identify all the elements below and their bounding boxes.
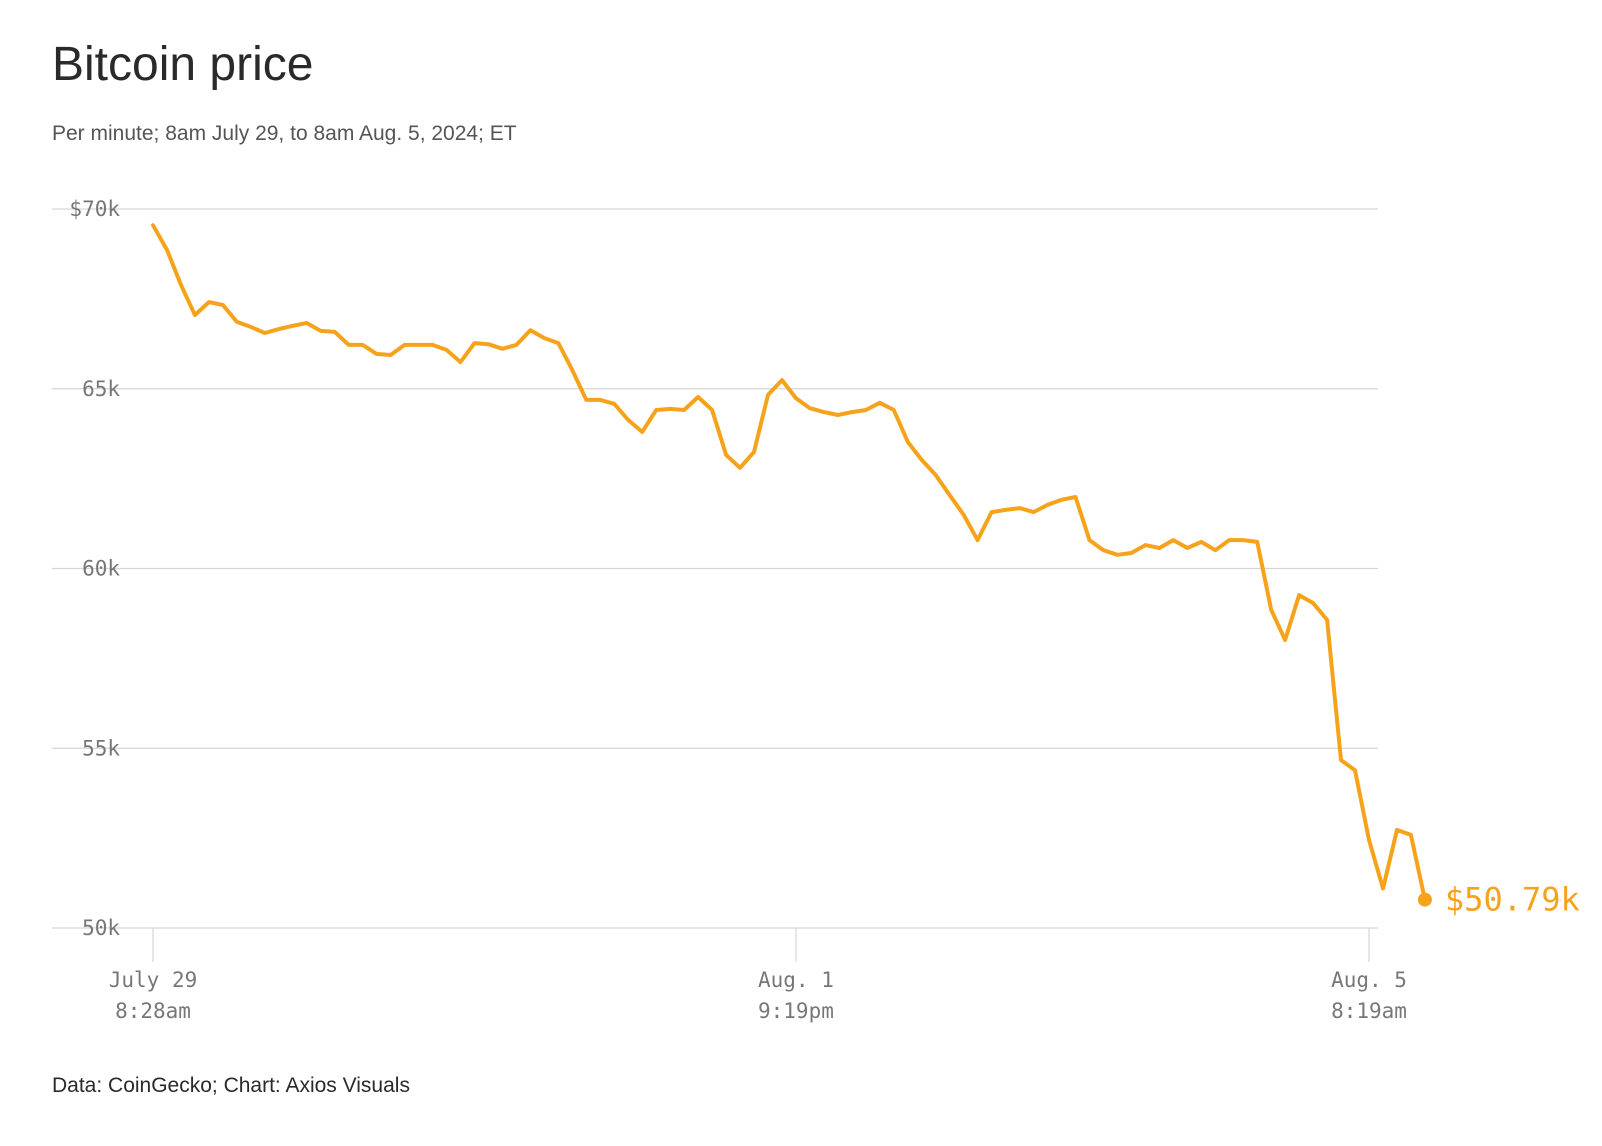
- x-tick-label: Aug. 5: [1331, 968, 1407, 992]
- price-line: [151, 223, 1427, 902]
- source-note: Data: CoinGecko; Chart: Axios Visuals: [52, 1074, 410, 1097]
- x-tick-label: 8:28am: [115, 999, 191, 1023]
- y-tick-label: 55k: [82, 736, 120, 760]
- value-label: $50.79k: [1445, 881, 1580, 919]
- y-tick-label: 50k: [82, 916, 120, 940]
- end-point: [1417, 892, 1432, 907]
- x-tick-label: 8:19am: [1331, 999, 1407, 1023]
- y-tick-label: 60k: [82, 557, 120, 581]
- x-tick-label: Aug. 1: [758, 968, 834, 992]
- x-tick-label: 9:19pm: [758, 999, 834, 1023]
- y-tick-label: $70k: [69, 197, 120, 221]
- y-tick-label: 65k: [82, 377, 120, 401]
- chart-title: Bitcoin price: [52, 38, 313, 91]
- x-tick-label: July 29: [109, 968, 198, 992]
- chart-subtitle: Per minute; 8am July 29, to 8am Aug. 5, …: [52, 122, 517, 145]
